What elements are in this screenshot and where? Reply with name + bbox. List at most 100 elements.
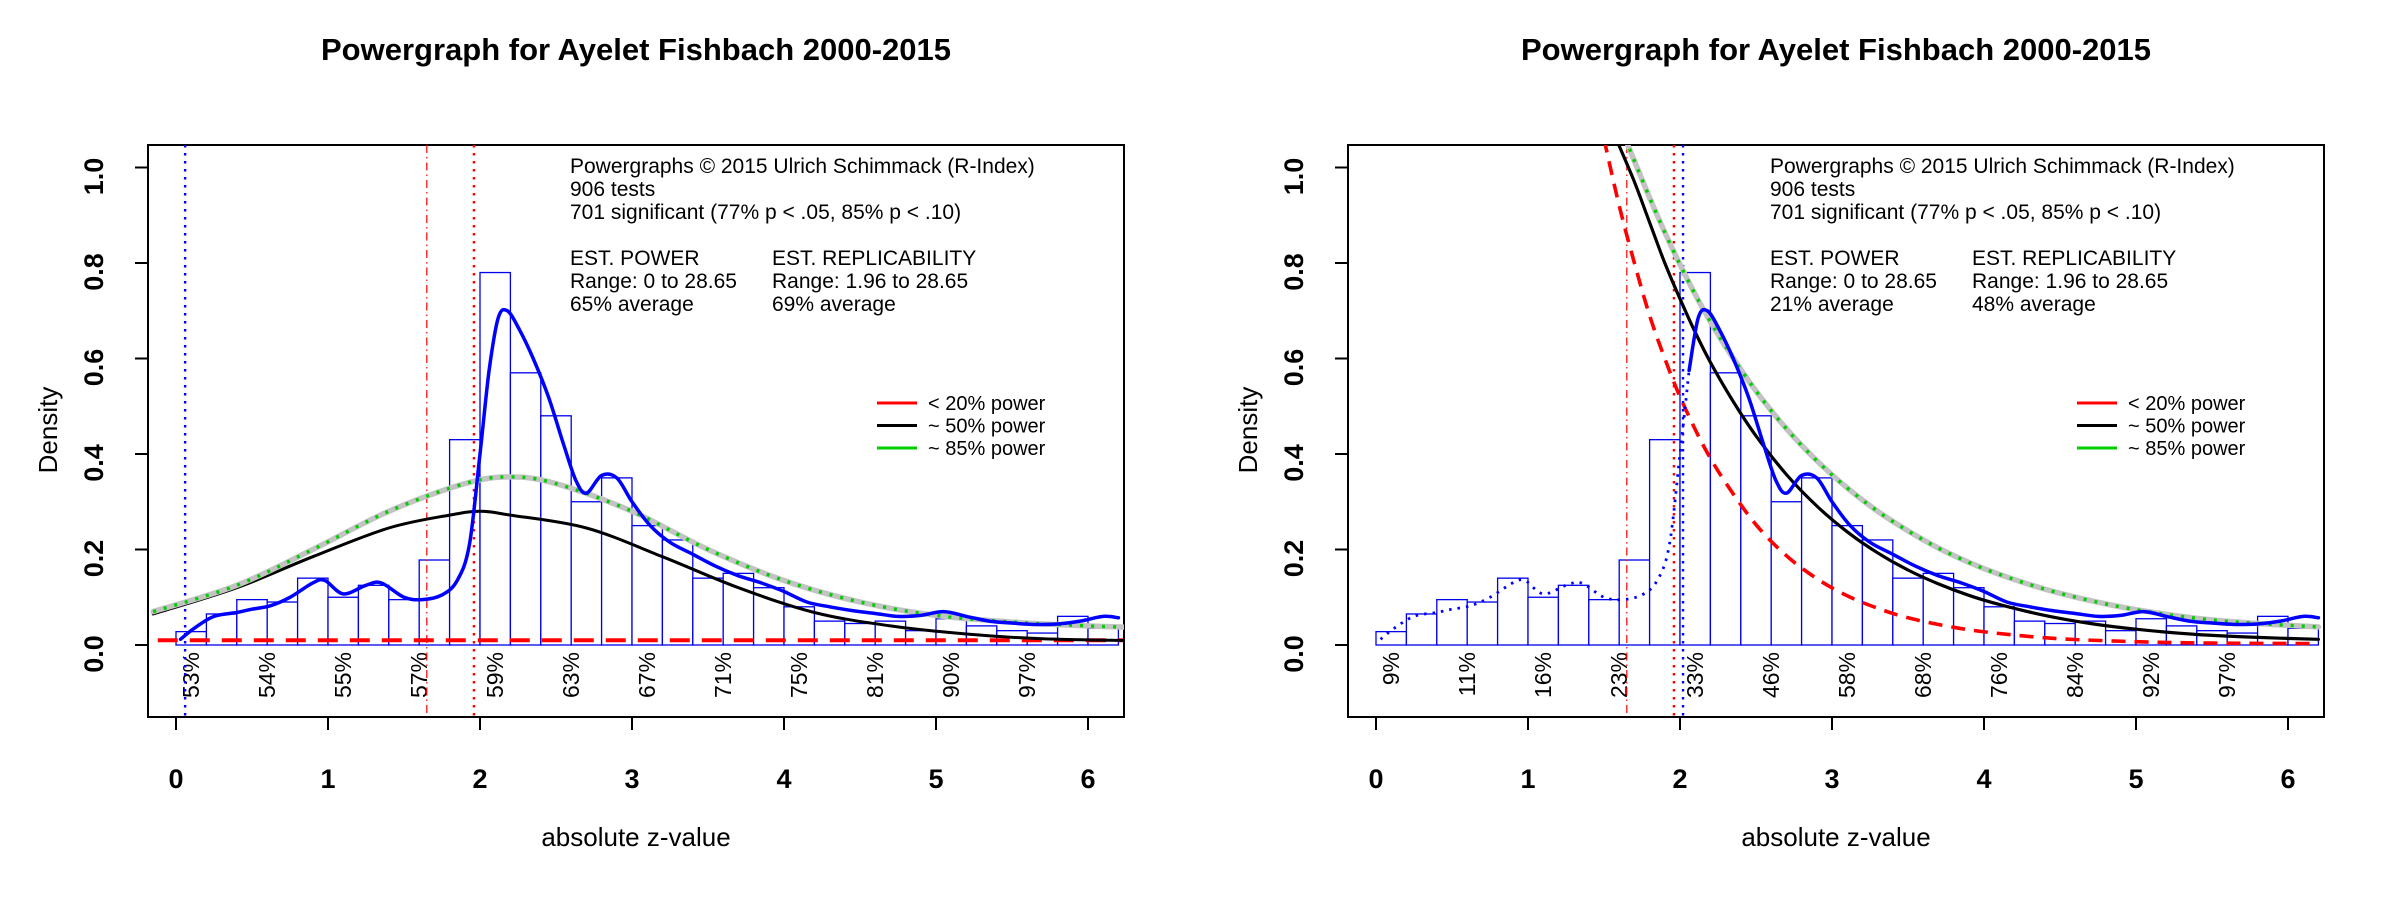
legend-label: ~ 50% power <box>2128 416 2246 438</box>
histogram-bar <box>1496 577 1529 646</box>
histogram-bar <box>661 539 694 646</box>
annotation-header-line: 701 significant (77% p < .05, 85% p < .1… <box>570 201 961 224</box>
annotation-header-line: 906 tests <box>1770 178 1855 201</box>
power-percent-label: 92% <box>2138 652 2164 698</box>
x-tick-label: 6 <box>2280 764 2295 794</box>
x-tick-label: 4 <box>1976 764 1991 794</box>
x-tick-label: 5 <box>928 764 943 794</box>
annotation-header-line: Powergraphs © 2015 Ulrich Schimmack (R-I… <box>1770 155 2235 178</box>
histogram-bar <box>1831 524 1864 646</box>
histogram-bar <box>570 501 603 646</box>
powergraph-chart-right: Powergraph for Ayelet Fishbach 2000-2015… <box>1233 32 2325 852</box>
histogram-bar <box>388 598 420 646</box>
est-power-average: 21% average <box>1770 293 1894 316</box>
est-replicability-title: EST. REPLICABILITY <box>1972 247 2176 270</box>
y-tick-label: 1.0 <box>79 158 109 196</box>
est-replicability-title: EST. REPLICABILITY <box>772 247 976 270</box>
histogram-bar <box>1983 606 2016 646</box>
power-percent-label: 46% <box>1758 652 1784 698</box>
histogram-bar <box>448 439 481 646</box>
histogram-bar <box>692 577 724 646</box>
power-percent-label: 71% <box>710 652 736 698</box>
histogram-bar <box>1436 598 1468 646</box>
power-percent-label: 9% <box>1378 652 1404 685</box>
x-tick-label: 2 <box>472 764 487 794</box>
power-percent-label: 53% <box>178 652 204 698</box>
histogram-bar <box>1648 439 1681 646</box>
power-percent-label: 76% <box>1986 652 2012 698</box>
powergraph-panel-left: Powergraph for Ayelet Fishbach 2000-2015… <box>33 32 1125 852</box>
power-percent-label: 57% <box>406 652 432 698</box>
y-tick-label: 0.2 <box>79 540 109 578</box>
curves <box>150 307 1124 643</box>
y-tick-label: 0.8 <box>79 253 109 291</box>
x-tick-label: 0 <box>1368 764 1383 794</box>
y-tick-label: 0.6 <box>79 349 109 387</box>
power-percent-label: 63% <box>558 652 584 698</box>
legend-label: < 20% power <box>928 393 1046 415</box>
power-percent-label: 23% <box>1606 652 1632 698</box>
x-tick-label: 2 <box>1672 764 1687 794</box>
histogram-bar <box>1466 601 1499 646</box>
y-tick-label: 0.4 <box>1279 444 1309 482</box>
power-percent-label: 54% <box>254 652 280 698</box>
y-tick-label: 0.4 <box>79 444 109 482</box>
annotation-header-line: Powergraphs © 2015 Ulrich Schimmack (R-I… <box>570 155 1035 178</box>
x-tick-label: 4 <box>776 764 791 794</box>
curve-blue-observed-sig <box>1687 307 2321 627</box>
y-tick-label: 0.8 <box>1279 253 1309 291</box>
legend-label: ~ 50% power <box>928 416 1046 438</box>
y-tick-label: 0.2 <box>1279 540 1309 578</box>
power-percent-label: 59% <box>482 652 508 698</box>
powergraph-panel-right: Powergraph for Ayelet Fishbach 2000-2015… <box>1200 0 2400 900</box>
plot-box <box>1347 144 2325 718</box>
x-tick-label: 5 <box>2128 764 2143 794</box>
histogram-bar <box>1588 598 1620 646</box>
power-percent-label: 84% <box>2062 652 2088 698</box>
power-percent-label: 97% <box>2214 652 2240 698</box>
power-percent-label: 97% <box>1014 652 1040 698</box>
histogram-bar <box>327 596 360 646</box>
y-tick-label: 0.0 <box>1279 635 1309 673</box>
est-power-average: 65% average <box>570 293 694 316</box>
histogram-bar <box>418 559 451 646</box>
histogram-bar <box>2044 622 2076 646</box>
chart-title: Powergraph for Ayelet Fishbach 2000-2015 <box>1521 32 2151 67</box>
y-tick-label: 1.0 <box>1279 158 1309 196</box>
x-tick-label: 3 <box>1824 764 1839 794</box>
x-tick-label: 1 <box>1520 764 1535 794</box>
power-percent-label: 55% <box>330 652 356 698</box>
y-axis-title: Density <box>33 387 63 474</box>
histogram-bar <box>1800 477 1833 646</box>
est-power-range: Range: 0 to 28.65 <box>1770 270 1937 293</box>
histogram-bar <box>1405 613 1438 646</box>
curves <box>1379 145 2322 646</box>
y-axis-title: Density <box>1233 387 1263 474</box>
legend-label: ~ 85% power <box>928 438 1046 460</box>
legend-label: ~ 85% power <box>2128 438 2246 460</box>
est-power-range: Range: 0 to 28.65 <box>570 270 737 293</box>
powergraph-chart-left: Powergraph for Ayelet Fishbach 2000-2015… <box>33 32 1125 852</box>
x-tick-label: 1 <box>320 764 335 794</box>
x-tick-label: 0 <box>168 764 183 794</box>
histogram-bar <box>357 584 390 646</box>
y-tick-label: 0.6 <box>1279 349 1309 387</box>
annotation-header-line: 701 significant (77% p < .05, 85% p < .1… <box>1770 201 2161 224</box>
histogram-bar <box>266 601 299 646</box>
plot-box <box>147 144 1125 718</box>
curve-black-50-power <box>151 509 1124 643</box>
x-tick-label: 6 <box>1080 764 1095 794</box>
est-replicability-average: 48% average <box>1972 293 2096 316</box>
histogram-bar <box>1770 501 1803 646</box>
histogram-bar <box>2013 620 2046 646</box>
chart-title: Powergraph for Ayelet Fishbach 2000-2015 <box>321 32 951 67</box>
est-replicability-range: Range: 1.96 to 28.65 <box>772 270 968 293</box>
power-percent-label: 11% <box>1454 652 1480 696</box>
histogram-bar <box>1709 372 1742 646</box>
histogram-bar <box>1557 584 1590 646</box>
curve-grey-model <box>1624 145 2322 630</box>
power-percent-label: 16% <box>1530 652 1556 698</box>
power-percent-label: 75% <box>786 652 812 698</box>
histogram-bar <box>1087 627 1120 646</box>
